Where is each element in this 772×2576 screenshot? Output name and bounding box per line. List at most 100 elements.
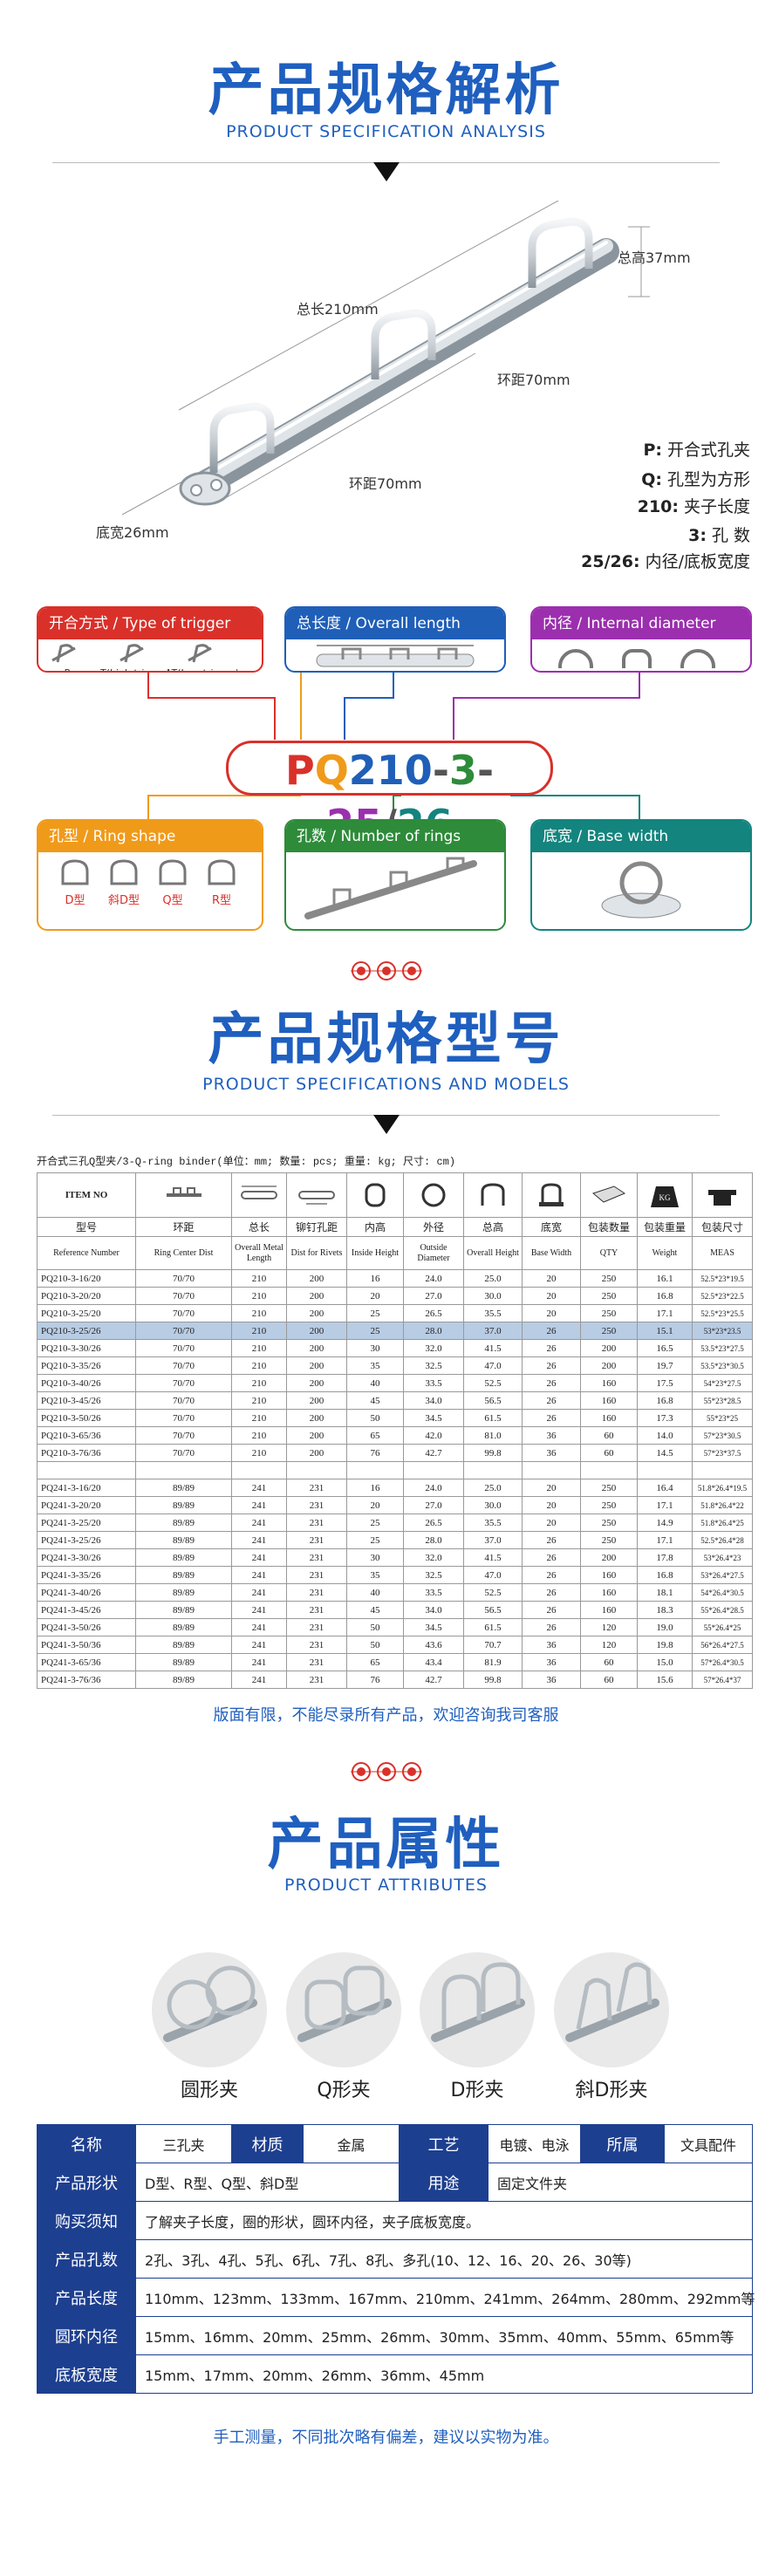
legend-desc: 孔型为方形 [666, 470, 750, 489]
table-row: PQ241-3-25/20 89/89 241 231 25 26.5 35.5 20 250 1… [37, 1513, 753, 1532]
empty-cell [463, 1461, 523, 1479]
item-label: D型 [65, 894, 85, 907]
table-cell: PQ210-3-35/26 [37, 1356, 136, 1375]
icon-cell [463, 1172, 523, 1218]
table-cell: 241 [231, 1566, 287, 1584]
legend-desc: 孔 数 [711, 526, 750, 545]
table-cell: 14.5 [637, 1444, 693, 1462]
table-cell: 32.0 [403, 1339, 464, 1357]
icon [316, 645, 475, 667]
icon: KG [651, 1186, 679, 1207]
code-part: P [284, 747, 315, 794]
table-cell: 52.5*23*22.5 [692, 1287, 753, 1305]
table-cell: 26 [522, 1339, 581, 1357]
table-cell: 250 [580, 1531, 638, 1549]
table-cell: 52.5*23*19.5 [692, 1269, 753, 1288]
icon [208, 859, 236, 885]
section-title: 产品规格型号 [208, 1008, 564, 1072]
table-cell: 25 [346, 1304, 404, 1322]
table-cell: 81.9 [463, 1653, 523, 1671]
table-cell: 61.5 [463, 1618, 523, 1636]
table-cell: 231 [286, 1671, 347, 1689]
table-cell: 16.8 [637, 1287, 693, 1305]
table-cell: 53.5*23*27.5 [692, 1339, 753, 1357]
attr-row: 底板宽度 15mm、17mm、20mm、26mm、36mm、45mm [37, 2354, 753, 2394]
dimension-label: 总长210mm [297, 301, 379, 318]
table-cell: PQ241-3-50/36 [37, 1636, 136, 1654]
item-label: 斜D型 [107, 894, 140, 907]
table-row: PQ210-3-25/26 70/70 210 200 25 28.0 37.0 26 250 1… [37, 1322, 753, 1340]
table-cell: 70/70 [135, 1287, 232, 1305]
table-cell: PQ241-3-16/20 [37, 1479, 136, 1497]
table-cell: 241 [231, 1513, 287, 1532]
table-cell: 42.7 [403, 1444, 464, 1462]
table-cell: 241 [231, 1653, 287, 1671]
icon [591, 1186, 626, 1203]
table-cell: 250 [580, 1304, 638, 1322]
product-image [420, 1952, 535, 2067]
empty-cell [580, 1461, 638, 1479]
product-label: 斜D形夹 [575, 2080, 648, 2101]
table-cell: 15.0 [637, 1653, 693, 1671]
item-label: LT(Low trigger) [164, 667, 243, 671]
table-cell: 160 [580, 1391, 638, 1410]
table-cell: 160 [580, 1601, 638, 1619]
legend-row: Q: 孔型为方形 [641, 467, 750, 490]
icon [601, 861, 681, 919]
table-cell: 51.8*26.4*22 [692, 1496, 753, 1514]
code-box: 总长度 / Overall length [284, 606, 506, 673]
table-cell: 99.8 [463, 1671, 523, 1689]
attr-row: 购买须知 了解夹子长度，圈的形状，圆环内径，夹子底板宽度。 [37, 2201, 753, 2240]
table-cell: 27.0 [403, 1496, 464, 1514]
table-row: PQ241-3-40/26 89/89 241 231 40 33.5 52.5 26 160 1… [37, 1583, 753, 1602]
table-cell: 200 [286, 1322, 347, 1340]
attr-key: 产品孔数 [37, 2239, 136, 2279]
icon-cell: ITEM NO [37, 1172, 136, 1218]
table-cell: 241 [231, 1479, 287, 1497]
table-cell: 250 [580, 1479, 638, 1497]
table-cell: 250 [580, 1287, 638, 1305]
product-label: 圆形夹 [180, 2080, 238, 2101]
table-cell: 160 [580, 1409, 638, 1427]
table-cell: 250 [580, 1322, 638, 1340]
attr-key: 所属 [580, 2124, 665, 2163]
table-cell: 19.7 [637, 1356, 693, 1375]
table-cell: 210 [231, 1339, 287, 1357]
table-cell: 70/70 [135, 1356, 232, 1375]
table-cell: 36 [522, 1653, 581, 1671]
table-cell: 89/89 [135, 1513, 232, 1532]
table-cell: 36 [522, 1636, 581, 1654]
column-header-en: Outside Diameter [403, 1236, 464, 1270]
table-cell: 32.5 [403, 1356, 464, 1375]
dimension-label: 总高37mm [618, 249, 691, 266]
table-cell: 200 [286, 1374, 347, 1392]
column-header-en: Dist for Rivets [286, 1236, 347, 1270]
table-cell: 20 [522, 1269, 581, 1288]
table-cell: 60 [580, 1653, 638, 1671]
box-title: 内径 / Internal diameter [532, 608, 750, 639]
empty-cell [403, 1461, 464, 1479]
dimension-label: 环距70mm [349, 475, 422, 492]
section-subtitle: PRODUCT ATTRIBUTES [284, 1876, 488, 1895]
table-cell: PQ210-3-65/36 [37, 1426, 136, 1445]
icon [110, 859, 138, 885]
attr-key: 产品形状 [37, 2163, 136, 2202]
column-header: 包装重量 [637, 1217, 693, 1237]
decor-dots [351, 961, 422, 981]
column-header-en: MEAS [692, 1236, 753, 1270]
table-cell: 210 [231, 1444, 287, 1462]
icon [558, 649, 715, 668]
icon [61, 859, 89, 885]
table-row: PQ241-3-16/20 89/89 241 231 16 24.0 25.0 20 250 1… [37, 1479, 753, 1497]
table-cell: 17.1 [637, 1304, 693, 1322]
table-cell: 241 [231, 1583, 287, 1602]
legend-code: P: [643, 441, 662, 460]
table-cell: 26.5 [403, 1304, 464, 1322]
box-title: 孔型 / Ring shape [38, 821, 262, 852]
code-box: 开合方式 / Type of triggerP开合式方式T(high trigg… [37, 606, 263, 673]
table-cell: 17.3 [637, 1409, 693, 1427]
table-cell: 36 [522, 1671, 581, 1689]
table-cell: 55*26.4*28.5 [692, 1601, 753, 1619]
icon [159, 859, 187, 885]
table-row: PQ210-3-35/26 70/70 210 200 35 32.5 47.0 26 200 1… [37, 1356, 753, 1375]
